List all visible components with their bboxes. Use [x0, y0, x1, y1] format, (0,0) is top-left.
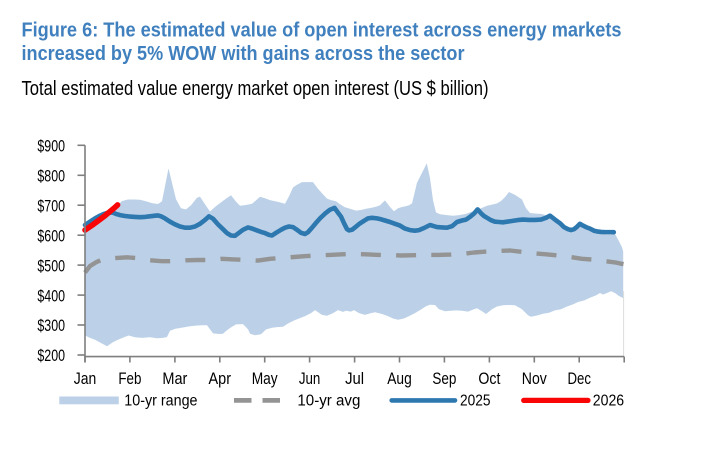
svg-text:10-yr range: 10-yr range	[124, 392, 197, 409]
svg-text:Figure 6: The estimated value: Figure 6: The estimated value of open in…	[22, 20, 622, 42]
svg-text:Aug: Aug	[387, 370, 412, 388]
svg-text:Jan: Jan	[74, 370, 97, 388]
svg-text:Jul: Jul	[345, 370, 364, 388]
svg-text:$400: $400	[37, 287, 65, 305]
svg-text:$500: $500	[37, 257, 65, 275]
svg-text:Apr: Apr	[209, 370, 232, 388]
svg-text:$900: $900	[37, 138, 65, 156]
svg-text:$600: $600	[37, 227, 65, 245]
svg-text:Dec: Dec	[567, 370, 591, 388]
svg-text:Sep: Sep	[432, 370, 456, 388]
svg-text:Total estimated value energy m: Total estimated value energy market open…	[22, 78, 489, 100]
svg-text:2025: 2025	[460, 392, 491, 409]
svg-text:Feb: Feb	[118, 370, 141, 388]
svg-text:Nov: Nov	[522, 370, 548, 388]
svg-text:$200: $200	[37, 347, 65, 365]
svg-text:$300: $300	[37, 317, 65, 335]
svg-text:May: May	[252, 370, 279, 388]
svg-text:2026: 2026	[593, 392, 624, 409]
svg-text:10-yr avg: 10-yr avg	[297, 392, 360, 409]
svg-text:Mar: Mar	[162, 370, 188, 388]
svg-text:increased by 5% WOW with gains: increased by 5% WOW with gains across th…	[22, 43, 465, 65]
svg-text:$700: $700	[37, 197, 65, 215]
svg-text:Jun: Jun	[299, 370, 321, 388]
svg-text:Oct: Oct	[478, 370, 500, 388]
svg-text:$800: $800	[37, 168, 65, 186]
